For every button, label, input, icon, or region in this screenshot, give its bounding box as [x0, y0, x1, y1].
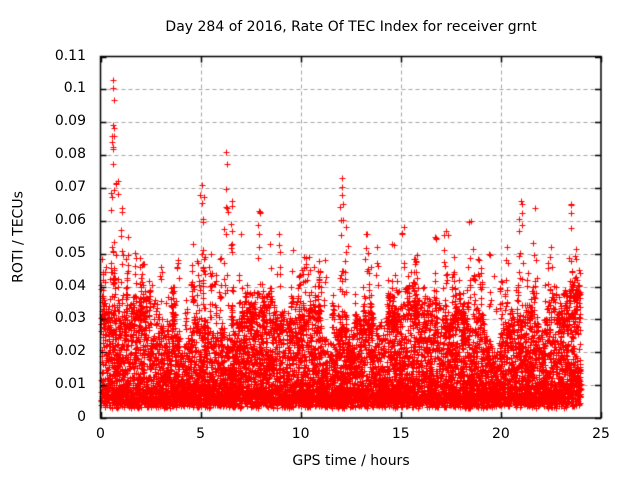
y-tick-label: 0.09 [54, 113, 86, 130]
y-tick-label: 0.01 [54, 376, 86, 393]
y-tick-label: 0.04 [54, 277, 86, 294]
x-tick-label: 0 [96, 426, 105, 442]
y-axis-title: ROTI / TECUs [10, 191, 27, 283]
y-tick-label: 0.06 [54, 211, 86, 228]
x-tick-label: 5 [196, 426, 206, 442]
y-tick-label: 0.11 [54, 47, 86, 64]
y-tick-label: 0.08 [54, 146, 86, 163]
x-tick-label: 15 [391, 426, 410, 442]
y-tick-label: 0.07 [54, 178, 86, 195]
y-tick-label: 0.1 [63, 80, 86, 97]
x-tick-label: 25 [592, 426, 610, 442]
y-tick-label: 0.05 [54, 244, 86, 261]
chart-title: Day 284 of 2016, Rate Of TEC Index for r… [165, 19, 537, 35]
y-tick-label: 0 [77, 409, 86, 425]
y-tick-label: 0.02 [54, 343, 86, 360]
x-tick-label: 20 [491, 426, 510, 442]
y-tick-label: 0.03 [54, 310, 86, 327]
x-axis-title: GPS time / hours [292, 453, 410, 469]
x-tick-label: 10 [291, 426, 310, 442]
